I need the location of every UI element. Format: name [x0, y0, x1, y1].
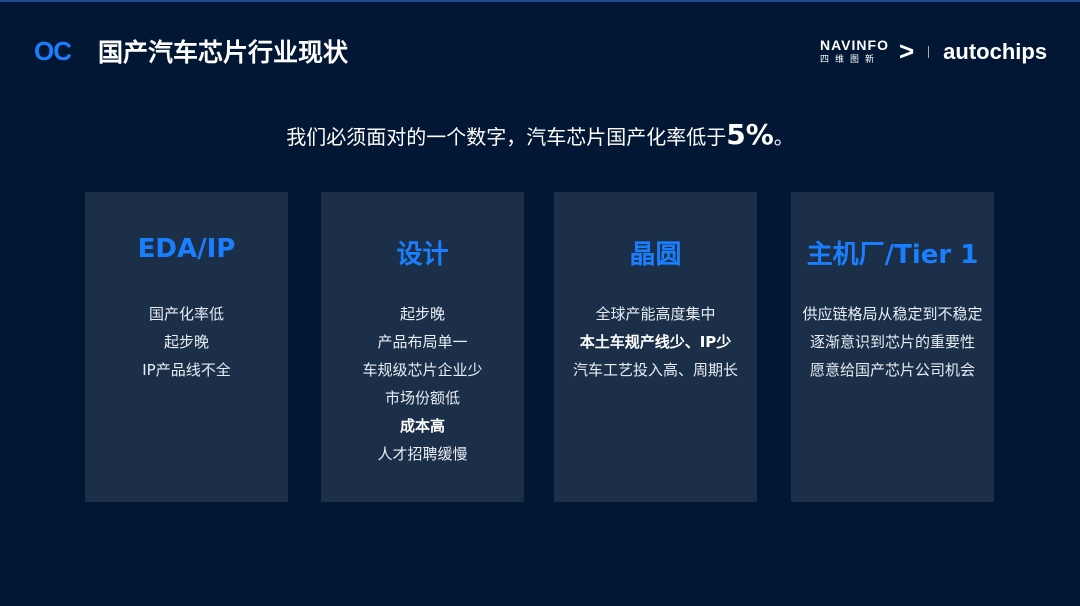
card-list: 起步晚产品布局单一 车规级芯片企业少 市场份额低成本高人才招聘缓慢 — [321, 300, 524, 468]
card-item: 愿意给国产芯片公司机会 — [809, 361, 975, 379]
card-item: 成本高 — [399, 417, 445, 435]
card-item: IP产品线不全 — [142, 361, 231, 379]
navinfo-cn-text: 四维图新 — [820, 53, 881, 64]
headline-value: 5% — [726, 118, 774, 151]
card-item: 产品布局单一 — [377, 333, 468, 351]
navinfo-logo: NAVINFO 四维图新 — [820, 38, 889, 66]
card-title: 晶圆 — [629, 240, 682, 270]
card-title: EDA/IP — [137, 234, 236, 264]
card-item: 起步晚 — [399, 305, 445, 323]
card-list: 供应链格局从稳定到不稳定 逐渐意识到芯片的重要性 愿意给国产芯片公司机会 — [791, 300, 994, 384]
card-title: 主机厂/Tier 1 — [806, 240, 979, 270]
headline-suffix: 。 — [773, 125, 794, 149]
card-title: 设计 — [396, 240, 449, 270]
card-item: 车规级芯片企业少 — [362, 361, 483, 379]
navinfo-text: NAVINFO — [820, 36, 889, 53]
page-title: 国产汽车芯片行业现状 — [98, 38, 349, 67]
card-item: 起步晚 — [163, 333, 209, 351]
divider — [928, 45, 930, 58]
card: 主机厂/Tier 1 供应链格局从稳定到不稳定 逐渐意识到芯片的重要性 愿意给国产芯片… — [791, 192, 994, 502]
card-item: 市场份额低 — [384, 389, 460, 407]
card: EDA/IP 国产化率低起步晚 IP产品线不全 — [85, 192, 288, 502]
card-list: 国产化率低起步晚 IP产品线不全 — [85, 300, 288, 384]
headline-text: 我们必须面对的一个数字，汽车芯片国产化率低于 — [286, 125, 727, 149]
card-item: 汽车工艺投入高、周期长 — [572, 361, 738, 379]
headline: 我们必须面对的一个数字，汽车芯片国产化率低于5%。 — [0, 118, 1080, 151]
card: 晶圆全球产能高度集中 本土车规产线少、IP少 汽车工艺投入高、周期长 — [554, 192, 757, 502]
card-item: 本土车规产线少、IP少 — [579, 333, 732, 351]
card-item: 逐渐意识到芯片的重要性 — [809, 333, 975, 351]
oc-logo: OC — [34, 36, 72, 66]
card-item: 供应链格局从稳定到不稳定 — [802, 305, 983, 323]
brand-logos: NAVINFO 四维图新 > autochips — [820, 36, 1047, 67]
card-list: 全球产能高度集中 本土车规产线少、IP少 汽车工艺投入高、周期长 — [554, 300, 757, 384]
card-item: 人才招聘缓慢 — [377, 445, 468, 463]
top-accent-line — [0, 0, 1080, 2]
autochips-logo: autochips — [943, 38, 1048, 64]
card-item: 全球产能高度集中 — [595, 305, 716, 323]
chevron-right-icon: > — [898, 36, 915, 66]
card: 设计起步晚产品布局单一 车规级芯片企业少 市场份额低成本高人才招聘缓慢 — [321, 192, 524, 502]
card-item: 国产化率低 — [148, 305, 224, 323]
